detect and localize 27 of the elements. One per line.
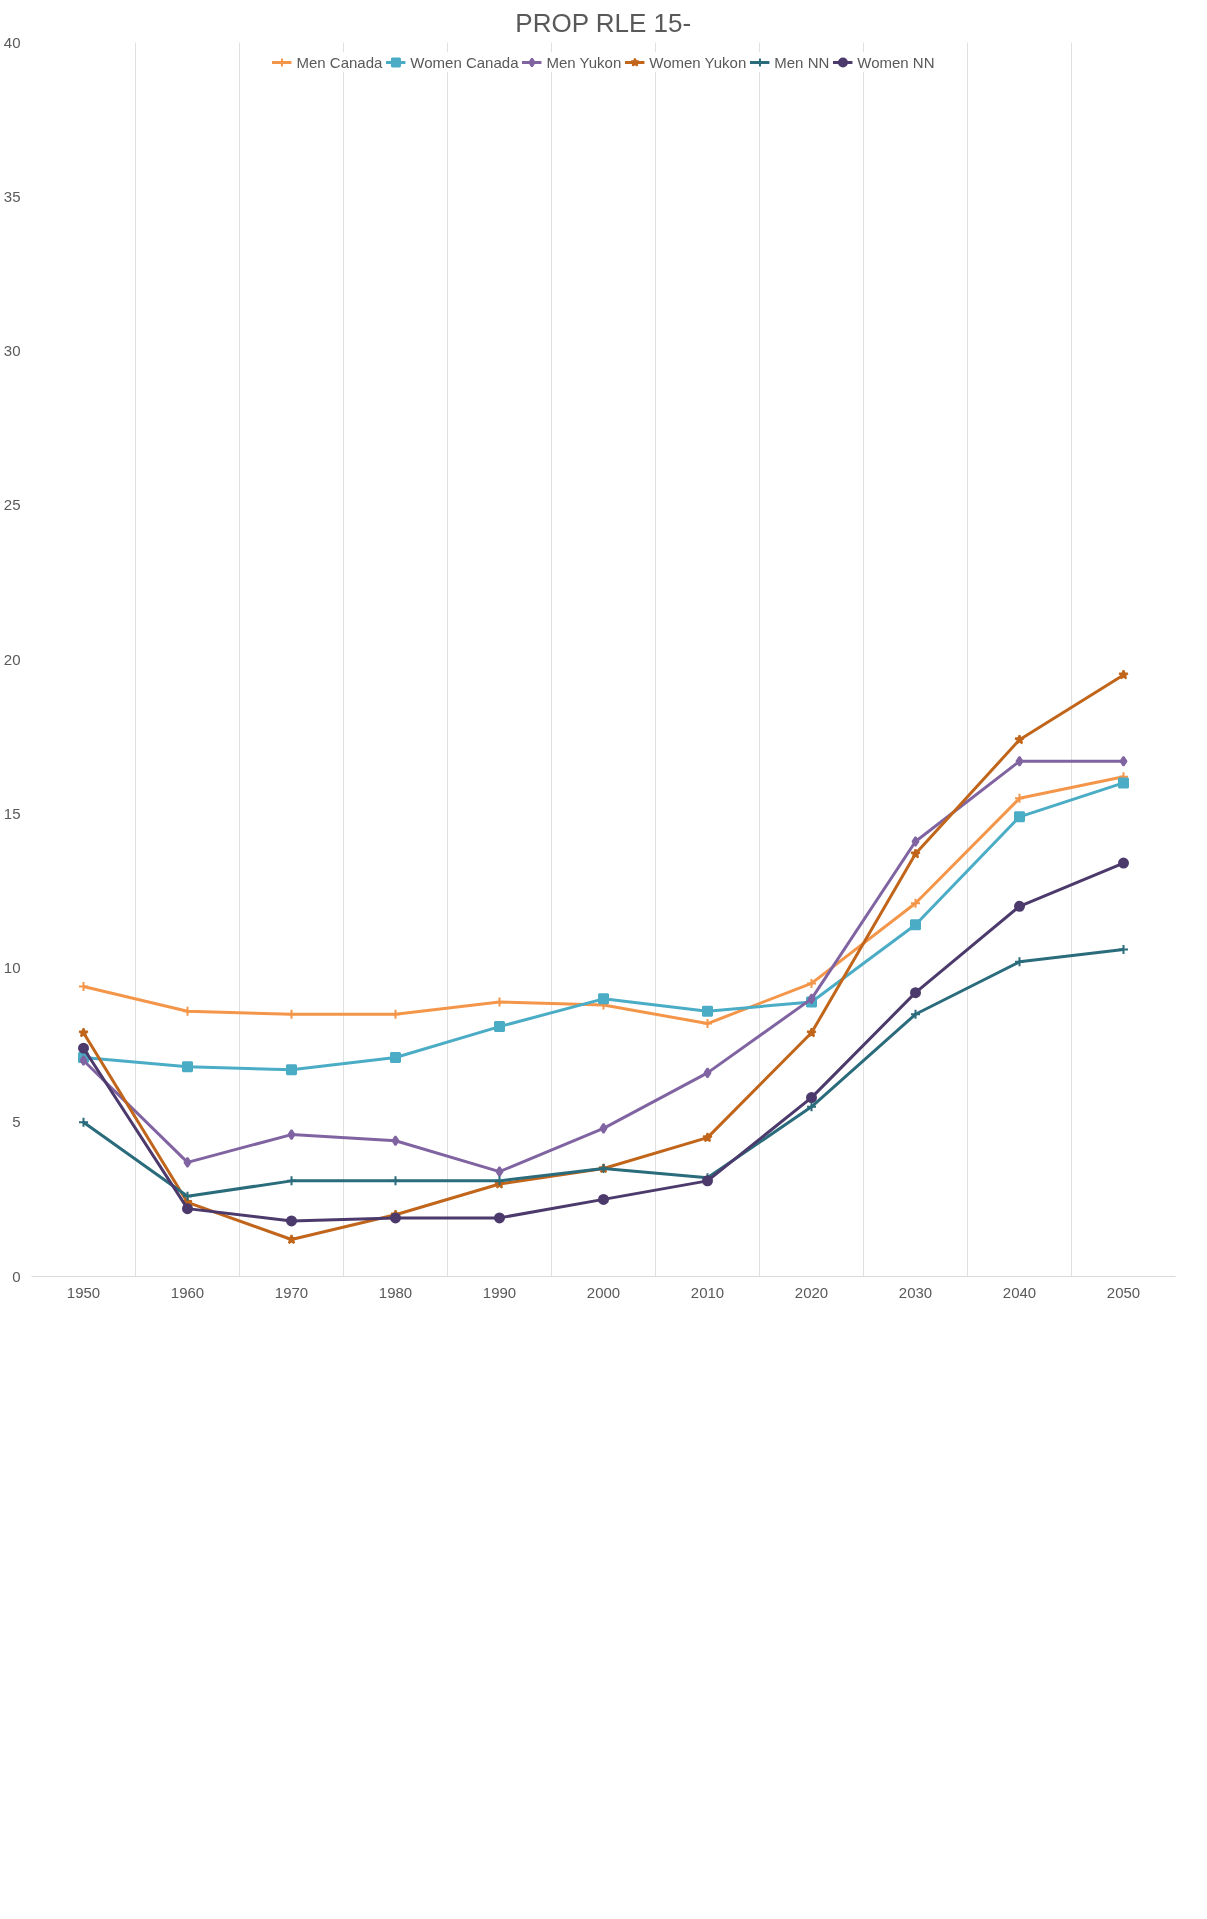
y-tick-label: 25 — [3, 496, 21, 514]
y-tick-label: 35 — [3, 187, 21, 205]
x-tick-label: 1990 — [482, 1283, 517, 1301]
x-tick-label: 1950 — [66, 1283, 101, 1301]
x-tick-label: 2010 — [690, 1283, 725, 1301]
x-tick-label: 1970 — [274, 1283, 309, 1301]
x-tick-label: 2040 — [1002, 1283, 1037, 1301]
legend-label: Men NN — [774, 53, 830, 71]
x-tick-label: 1980 — [378, 1283, 413, 1301]
y-tick-label: 30 — [3, 342, 21, 359]
y-tick-label: 10 — [3, 959, 21, 976]
legend-label: Men Yukon — [546, 53, 622, 71]
x-tick-label: 2030 — [898, 1283, 933, 1301]
y-tick-label: 15 — [3, 804, 21, 822]
y-tick-label: 5 — [12, 1113, 21, 1131]
legend-label: Men Canada — [296, 53, 383, 71]
chart-title: PROP RLE 15- — [515, 7, 692, 38]
x-tick-label: 2000 — [586, 1283, 621, 1301]
y-tick-label: 0 — [12, 1267, 21, 1285]
legend-label: Women Canada — [410, 53, 519, 71]
legend-label: Women NN — [857, 53, 935, 71]
x-tick-label: 1960 — [170, 1283, 205, 1301]
x-tick-label: 2020 — [794, 1283, 829, 1301]
y-tick-label: 20 — [3, 650, 21, 668]
x-tick-label: 2050 — [1106, 1283, 1141, 1301]
y-tick-label: 40 — [3, 33, 21, 51]
legend-label: Women Yukon — [649, 53, 747, 71]
